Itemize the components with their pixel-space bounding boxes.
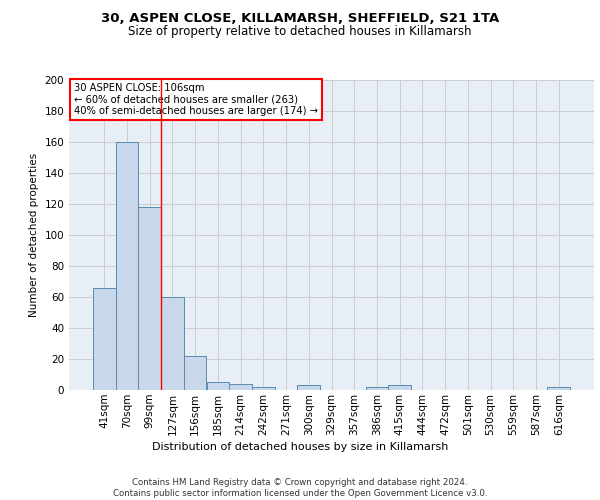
- Text: 30 ASPEN CLOSE: 106sqm
← 60% of detached houses are smaller (263)
40% of semi-de: 30 ASPEN CLOSE: 106sqm ← 60% of detached…: [74, 83, 318, 116]
- Y-axis label: Number of detached properties: Number of detached properties: [29, 153, 39, 317]
- Bar: [365, 387, 388, 390]
- Bar: [93, 288, 116, 390]
- Bar: [206, 382, 229, 390]
- Bar: [139, 207, 161, 390]
- Bar: [547, 387, 570, 390]
- Bar: [161, 297, 184, 390]
- Text: Distribution of detached houses by size in Killamarsh: Distribution of detached houses by size …: [152, 442, 448, 452]
- Bar: [298, 386, 320, 390]
- Text: 30, ASPEN CLOSE, KILLAMARSH, SHEFFIELD, S21 1TA: 30, ASPEN CLOSE, KILLAMARSH, SHEFFIELD, …: [101, 12, 499, 26]
- Bar: [116, 142, 139, 390]
- Text: Contains HM Land Registry data © Crown copyright and database right 2024.
Contai: Contains HM Land Registry data © Crown c…: [113, 478, 487, 498]
- Bar: [184, 356, 206, 390]
- Bar: [388, 386, 411, 390]
- Text: Size of property relative to detached houses in Killamarsh: Size of property relative to detached ho…: [128, 25, 472, 38]
- Bar: [252, 387, 275, 390]
- Bar: [229, 384, 252, 390]
